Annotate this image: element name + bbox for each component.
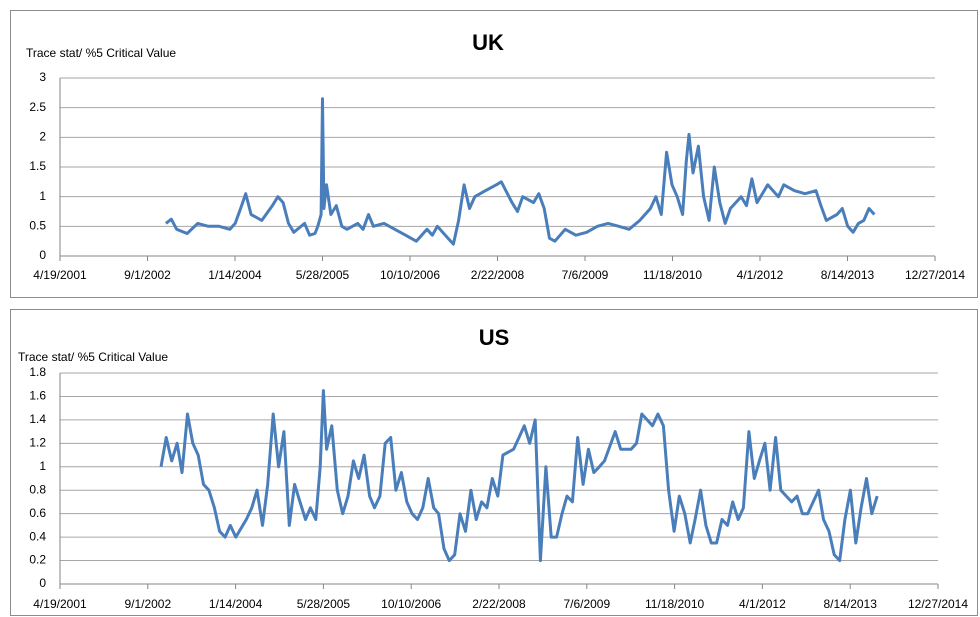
y-tick-label: 2 — [39, 130, 46, 144]
data-line — [159, 389, 879, 563]
x-tick-label: 10/10/2006 — [380, 268, 440, 282]
y-tick-label: 0.2 — [29, 553, 46, 567]
chart-title: UK — [472, 30, 504, 55]
y-tick-label: 3 — [39, 70, 46, 84]
y-axis-label: Trace stat/ %5 Critical Value — [26, 46, 176, 60]
y-tick-label: 1.2 — [29, 436, 46, 450]
x-tick-label: 2/22/2008 — [472, 597, 526, 611]
x-tick-label: 10/10/2006 — [381, 597, 441, 611]
x-tick-label: 4/1/2012 — [737, 268, 784, 282]
y-tick-label: 1.8 — [29, 365, 46, 379]
y-tick-label: 0.6 — [29, 506, 46, 520]
x-tick-label: 7/6/2009 — [562, 268, 609, 282]
y-tick-label: 0.8 — [29, 482, 46, 496]
x-tick-label: 12/27/2014 — [905, 268, 965, 282]
y-tick-label: 2.5 — [29, 100, 46, 114]
y-tick-label: 1 — [39, 459, 46, 473]
chart-frame — [10, 10, 978, 298]
x-tick-label: 12/27/2014 — [908, 597, 968, 611]
x-tick-label: 4/19/2001 — [33, 268, 87, 282]
chart-frame — [10, 309, 978, 616]
y-tick-label: 1.6 — [29, 389, 46, 403]
x-tick-label: 4/1/2012 — [739, 597, 786, 611]
x-tick-label: 11/18/2010 — [643, 268, 702, 282]
y-tick-label: 0.4 — [29, 529, 46, 543]
y-tick-label: 1.5 — [29, 159, 46, 173]
x-tick-label: 5/28/2005 — [297, 597, 351, 611]
x-tick-label: 1/14/2004 — [209, 597, 263, 611]
chart-title: US — [479, 325, 510, 350]
x-tick-label: 11/18/2010 — [645, 597, 704, 611]
x-tick-label: 8/14/2013 — [824, 597, 878, 611]
x-tick-label: 9/1/2002 — [124, 597, 171, 611]
y-tick-label: 0 — [39, 248, 46, 262]
x-tick-label: 8/14/2013 — [821, 268, 875, 282]
y-tick-label: 1 — [39, 189, 46, 203]
x-tick-label: 5/28/2005 — [296, 268, 350, 282]
y-axis-label: Trace stat/ %5 Critical Value — [18, 350, 168, 364]
x-tick-label: 7/6/2009 — [563, 597, 610, 611]
x-tick-label: 2/22/2008 — [471, 268, 525, 282]
y-tick-label: 0.5 — [29, 219, 46, 233]
x-tick-label: 9/1/2002 — [124, 268, 171, 282]
y-tick-label: 1.4 — [29, 412, 46, 426]
data-line — [164, 97, 876, 246]
y-tick-label: 0 — [39, 576, 46, 590]
x-tick-label: 4/19/2001 — [33, 597, 87, 611]
x-tick-label: 1/14/2004 — [208, 268, 262, 282]
